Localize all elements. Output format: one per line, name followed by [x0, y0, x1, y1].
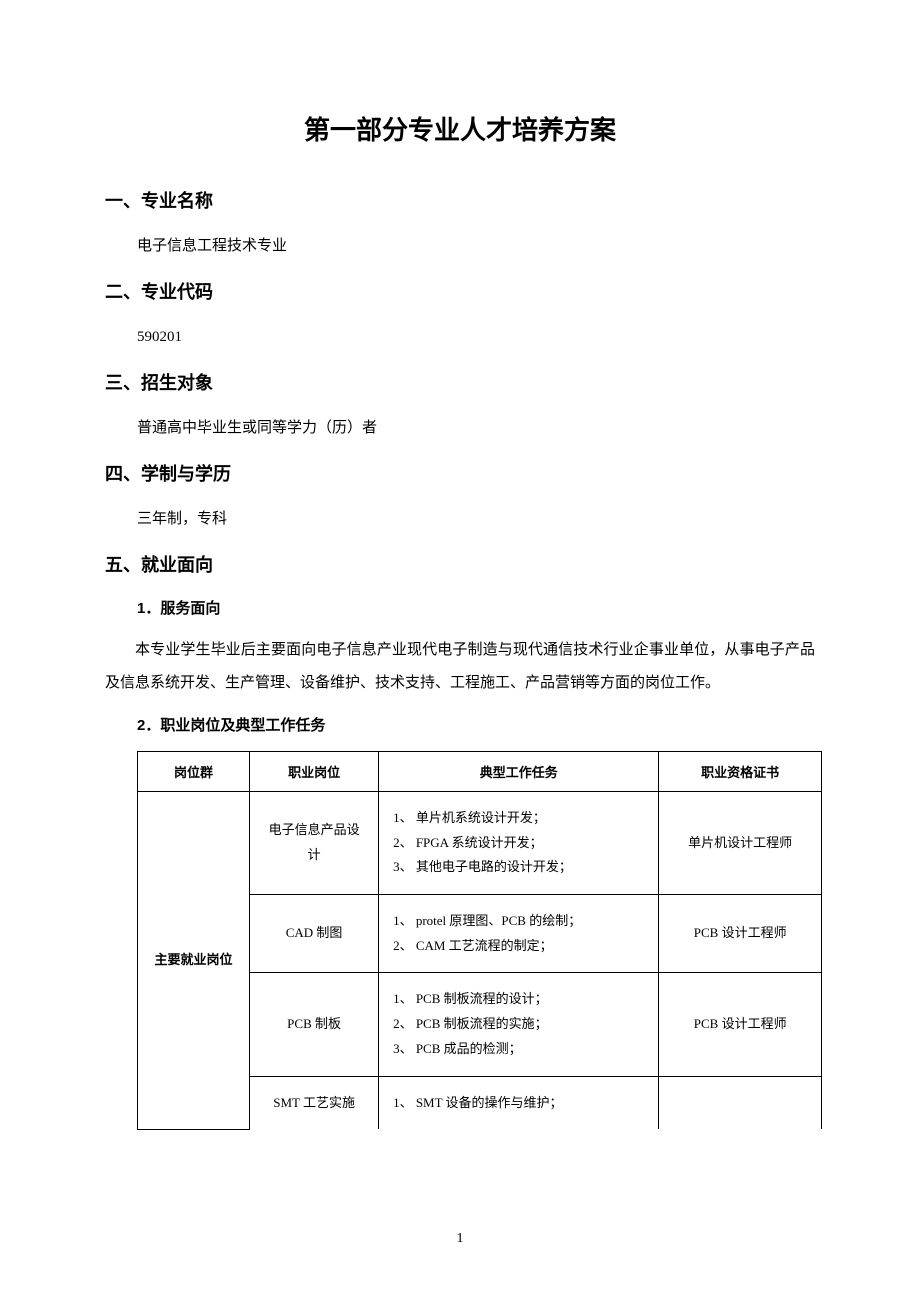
section-2-heading: 二、专业代码: [105, 278, 815, 304]
table-cert-cell: PCB 设计工程师: [659, 973, 822, 1076]
section-5-sub2-heading: 2．职业岗位及典型工作任务: [137, 714, 815, 735]
table-header-cert: 职业资格证书: [659, 752, 822, 792]
table-header-group: 岗位群: [138, 752, 250, 792]
job-positions-table: 岗位群 职业岗位 典型工作任务 职业资格证书 主要就业岗位 电子信息产品设计 1…: [137, 751, 822, 1130]
table-header-tasks: 典型工作任务: [379, 752, 659, 792]
section-4-body: 三年制，专科: [137, 506, 815, 533]
table-tasks-cell: 1、 单片机系统设计开发；2、 FPGA 系统设计开发；3、 其他电子电路的设计…: [379, 792, 659, 895]
table-cert-cell: PCB 设计工程师: [659, 895, 822, 973]
table-tasks-cell: 1、 protel 原理图、PCB 的绘制；2、 CAM 工艺流程的制定；: [379, 895, 659, 973]
section-3-heading: 三、招生对象: [105, 369, 815, 395]
table-tasks-cell: 1、 PCB 制板流程的设计；2、 PCB 制板流程的实施；3、 PCB 成品的…: [379, 973, 659, 1076]
section-2-body: 590201: [137, 324, 815, 351]
table-position-cell: CAD 制图: [250, 895, 379, 973]
table-header-row: 岗位群 职业岗位 典型工作任务 职业资格证书: [138, 752, 822, 792]
table-position-cell: PCB 制板: [250, 973, 379, 1076]
table-position-cell: 电子信息产品设计: [250, 792, 379, 895]
table-group-cell: 主要就业岗位: [138, 792, 250, 1130]
section-5-heading: 五、就业面向: [105, 551, 815, 577]
section-1-heading: 一、专业名称: [105, 187, 815, 213]
table-tasks-cell: 1、 SMT 设备的操作与维护；: [379, 1076, 659, 1129]
section-5-sub1-heading: 1．服务面向: [137, 597, 815, 618]
section-4-heading: 四、学制与学历: [105, 460, 815, 486]
section-5-sub1-body: 本专业学生毕业后主要面向电子信息产业现代电子制造与现代通信技术行业企事业单位，从…: [105, 634, 815, 700]
table-cert-cell: [659, 1076, 822, 1129]
section-3-body: 普通高中毕业生或同等学力（历）者: [137, 415, 815, 442]
table-header-position: 职业岗位: [250, 752, 379, 792]
document-title: 第一部分专业人才培养方案: [105, 110, 815, 147]
table-row: 主要就业岗位 电子信息产品设计 1、 单片机系统设计开发；2、 FPGA 系统设…: [138, 792, 822, 895]
page-number: 1: [0, 1231, 920, 1247]
table-cert-cell: 单片机设计工程师: [659, 792, 822, 895]
section-1-body: 电子信息工程技术专业: [137, 233, 815, 260]
table-position-cell: SMT 工艺实施: [250, 1076, 379, 1129]
